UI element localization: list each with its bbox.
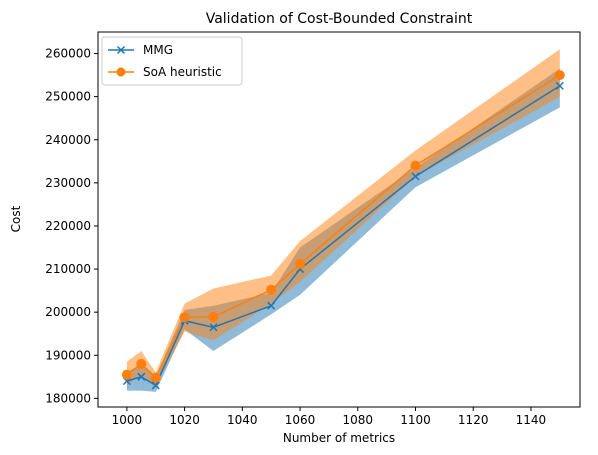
x-tick-label: 1000 bbox=[112, 413, 143, 427]
chart-title: Validation of Cost-Bounded Constraint bbox=[206, 11, 473, 27]
x-axis-label: Number of metrics bbox=[283, 431, 395, 445]
soa-heuristic-point bbox=[179, 312, 190, 323]
mmg-point bbox=[267, 301, 276, 310]
soa-heuristic-point bbox=[410, 160, 421, 171]
y-tick-label: 250000 bbox=[45, 90, 91, 104]
x-tick-label: 1060 bbox=[285, 413, 316, 427]
plot-frame bbox=[97, 31, 581, 408]
mmg-point bbox=[555, 81, 564, 90]
x-tick-label: 1020 bbox=[169, 413, 200, 427]
series-markers bbox=[121, 70, 565, 390]
y-tick-label: 200000 bbox=[45, 305, 91, 319]
mmg-point bbox=[209, 323, 218, 332]
y-tick-label: 180000 bbox=[45, 391, 91, 405]
soa-heuristic-point bbox=[150, 372, 161, 383]
x-axis-ticks: 1000 1020 1040 1060 1080 1100 1120 1140 bbox=[112, 407, 547, 427]
soa-heuristic-legend-label: SoA heuristic bbox=[143, 65, 222, 79]
mmg-legend-label: MMG bbox=[143, 43, 173, 57]
soa-heuristic-legend-marker bbox=[116, 67, 126, 77]
y-axis-label: Cost bbox=[9, 205, 23, 232]
x-tick-label: 1100 bbox=[400, 413, 431, 427]
legend: MMG SoA heuristic bbox=[101, 36, 243, 86]
soa-heuristic-band bbox=[126, 49, 560, 386]
soa-heuristic-point bbox=[121, 369, 132, 380]
mmg-point bbox=[137, 372, 146, 381]
mmg-legend-marker bbox=[116, 45, 126, 55]
x-tick-label: 1120 bbox=[458, 413, 489, 427]
soa-heuristic-point bbox=[554, 70, 565, 81]
soa-heuristic-point bbox=[266, 284, 277, 295]
x-tick-label: 1080 bbox=[342, 413, 373, 427]
legend-items: MMG SoA heuristic bbox=[108, 43, 222, 79]
y-tick-label: 190000 bbox=[45, 348, 91, 362]
y-tick-label: 260000 bbox=[45, 47, 91, 61]
soa-heuristic-point bbox=[136, 358, 147, 369]
mmg-point bbox=[151, 381, 160, 390]
x-tick-label: 1140 bbox=[516, 413, 547, 427]
y-tick-label: 230000 bbox=[45, 176, 91, 190]
confidence-bands bbox=[126, 49, 560, 392]
x-tick-label: 1040 bbox=[227, 413, 258, 427]
mmg-point bbox=[411, 172, 420, 181]
soa-heuristic-point bbox=[208, 311, 219, 322]
soa-heuristic-point bbox=[295, 258, 306, 269]
y-tick-label: 220000 bbox=[45, 219, 91, 233]
y-tick-label: 210000 bbox=[45, 262, 91, 276]
y-axis-ticks: 180000 190000 200000 210000 220000 230000 2400… bbox=[45, 47, 98, 405]
legend-box bbox=[101, 36, 243, 86]
y-tick-label: 240000 bbox=[45, 133, 91, 147]
